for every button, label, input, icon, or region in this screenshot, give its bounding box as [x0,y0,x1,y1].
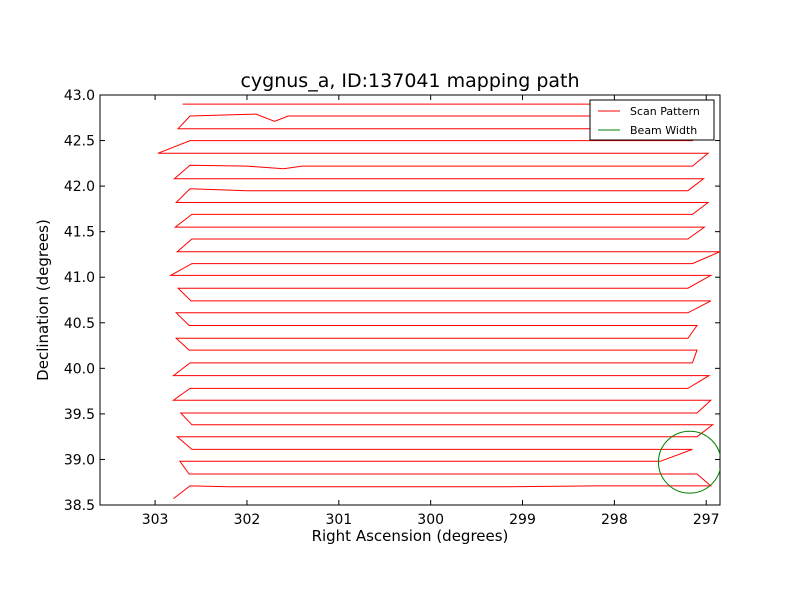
x-tick-label: 299 [509,512,536,528]
plot-area [99,94,721,506]
y-tick-label: 40.0 [64,361,95,377]
y-tick-label: 40.5 [64,316,95,332]
chart-title: cygnus_a, ID:137041 mapping path [240,70,579,92]
x-tick-label: 300 [417,512,444,528]
legend-label-beam-width: Beam Width [630,124,697,137]
legend-box [589,99,715,141]
y-tick-label: 41.5 [64,225,95,241]
x-tick-label: 303 [142,512,169,528]
y-tick-label: 39.0 [64,452,95,468]
y-axis-label: Declination (degrees) [34,219,52,381]
data-layer [157,103,720,499]
y-tick-label: 43.0 [64,88,95,104]
y-tick-label: 41.0 [64,270,95,286]
x-tick-label: 298 [601,512,628,528]
x-tick-label: 302 [234,512,261,528]
series-circle-beam-width [657,430,720,494]
y-axis-ticks: 38.5 39.0 39.5 40.0 40.5 41.0 41.5 42.0 42.5 43.0 [64,88,720,514]
x-axis-ticks: 303 302 301 300 299 298 297 [142,95,720,528]
y-tick-label: 38.5 [64,498,95,514]
x-axis-label: Right Ascension (degrees) [312,527,509,545]
x-tick-label: 301 [325,512,352,528]
y-tick-label: 42.0 [64,179,95,195]
series-line-scan-pattern [157,103,720,499]
legend: Scan Pattern Beam Width [589,99,715,141]
legend-label-scan-pattern: Scan Pattern [630,105,700,118]
y-tick-label: 39.5 [64,407,95,423]
x-tick-label: 297 [693,512,720,528]
y-tick-label: 42.5 [64,134,95,150]
